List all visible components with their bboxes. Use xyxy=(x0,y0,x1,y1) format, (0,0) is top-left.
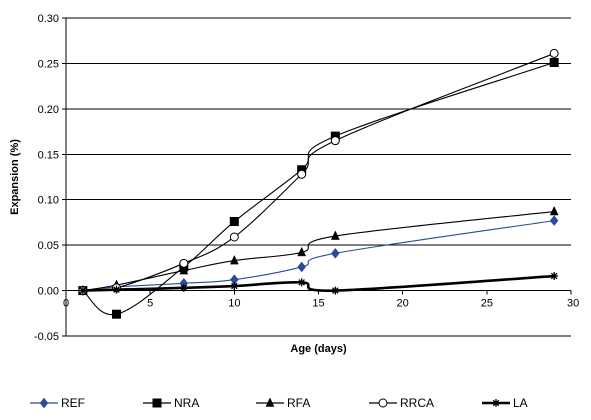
tick-label-layer: -0.05 0.00 0.05 0.10 0.15 0.20 0.25 0.30 0 5 10 15 2… xyxy=(34,13,579,343)
y-tick-label-1: 0.00 xyxy=(38,286,59,298)
point-nra-1 xyxy=(112,309,121,319)
point-ref-6 xyxy=(549,215,559,227)
legend-marker-rrca xyxy=(378,398,388,408)
point-rfa-5 xyxy=(330,230,340,240)
legend-label-rrca: RRCA xyxy=(400,396,434,410)
point-ref-4 xyxy=(297,261,306,273)
legend-label-la: LA xyxy=(513,396,528,410)
point-la-6 xyxy=(550,272,559,281)
x-tick-label-1: 5 xyxy=(147,298,153,310)
point-rfa-6 xyxy=(549,205,559,216)
point-la-4 xyxy=(297,278,306,287)
y-tick-label-4: 0.15 xyxy=(38,149,59,161)
legend-marker-rfa xyxy=(265,397,275,407)
point-rfa-2 xyxy=(179,264,189,275)
series-layer xyxy=(78,48,559,319)
point-la-2 xyxy=(179,283,188,292)
legend-label-nra: NRA xyxy=(174,396,199,410)
legend-label-rfa: RFA xyxy=(287,396,310,410)
x-tick-label-0: 0 xyxy=(63,298,69,310)
point-rrca-2 xyxy=(179,258,189,268)
point-la-5 xyxy=(331,286,340,295)
x-tick-label-2: 10 xyxy=(228,298,240,310)
legend-marker-la xyxy=(492,399,500,407)
legend-marker-nra xyxy=(152,398,162,408)
x-tick-label-6: 30 xyxy=(567,298,579,310)
series-line-rrca xyxy=(82,52,555,292)
y-tick-label-5: 0.20 xyxy=(38,104,59,116)
x-tick-label-4: 20 xyxy=(397,298,409,310)
point-nra-6 xyxy=(549,58,559,68)
point-la-1 xyxy=(112,285,121,294)
y-tick-label-7: 0.30 xyxy=(38,13,59,25)
point-ref-5 xyxy=(331,247,340,259)
y-axis-title: Expansion (%) xyxy=(9,139,21,215)
point-la-3 xyxy=(230,282,239,291)
y-tick-label-0: -0.05 xyxy=(34,331,59,343)
legend-item-la: LA xyxy=(482,396,528,410)
legend-item-rfa: RFA xyxy=(256,396,310,410)
point-rfa-4 xyxy=(297,246,307,257)
series-la xyxy=(78,272,559,295)
legend-label-ref: REF xyxy=(61,396,85,410)
y-tick-label-2: 0.05 xyxy=(38,240,59,252)
series-line-la xyxy=(82,274,555,292)
series-line-rfa xyxy=(82,210,555,292)
y-tick-label-3: 0.10 xyxy=(38,195,59,207)
legend-item-rrca: RRCA xyxy=(369,396,434,410)
point-rrca-3 xyxy=(229,232,239,242)
legend: REF NRA RFA RRCA LA xyxy=(30,396,528,410)
point-rrca-4 xyxy=(297,169,307,179)
point-rrca-5 xyxy=(330,136,340,146)
series-rrca xyxy=(78,48,559,296)
series-nra xyxy=(78,58,559,319)
legend-marker-ref xyxy=(39,397,49,409)
x-axis-title: Age (days) xyxy=(290,343,347,355)
legend-item-ref: REF xyxy=(30,396,85,410)
x-tick-label-5: 25 xyxy=(481,298,493,310)
point-rfa-3 xyxy=(229,255,239,265)
y-tick-label-6: 0.25 xyxy=(38,58,59,70)
x-tick-label-3: 15 xyxy=(312,298,324,310)
point-rrca-6 xyxy=(549,48,559,58)
point-la-0 xyxy=(78,286,87,295)
series-line-nra xyxy=(82,61,555,316)
legend-item-nra: NRA xyxy=(143,396,199,410)
series-ref xyxy=(78,215,559,296)
point-nra-3 xyxy=(229,217,239,227)
